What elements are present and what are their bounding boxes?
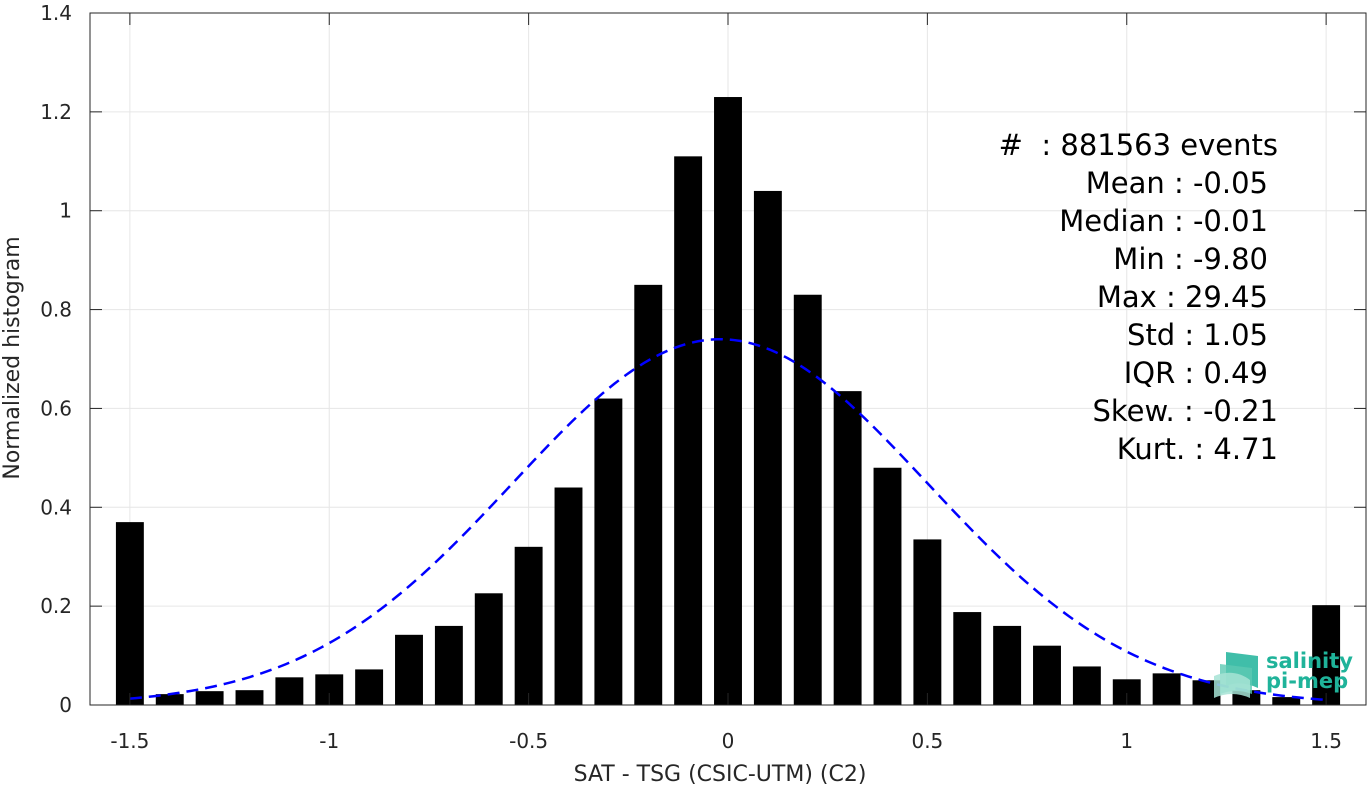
histogram-bar [1272,697,1301,705]
histogram-bar [674,156,703,706]
stat-min: Min : -9.80 [1113,242,1268,276]
y-tick-label: 0.6 [40,396,72,420]
y-tick-label: 1.2 [40,100,72,124]
salinity-pimep-logo: salinity pi-mep [1214,649,1353,698]
stat-max: Max : 29.45 [1097,280,1268,314]
y-tick-label: 0.4 [40,495,72,519]
y-tick-label: 0 [59,693,72,717]
y-tick-labels: 0 0.2 0.4 0.6 0.8 1 1.2 1.4 [40,1,72,717]
histogram-bar [514,546,543,705]
histogram-bar [275,677,304,705]
histogram-bar [474,593,503,705]
histogram-bar [873,467,902,705]
logo-text-pimep: pi-mep [1266,669,1348,693]
axis-ticks [90,12,1366,706]
histogram-bar [395,634,423,705]
histogram-bar [115,522,144,705]
histogram-bar [714,97,742,706]
histogram-bar [833,391,862,705]
stat-skew: Skew. : -0.21 [1092,394,1278,428]
logo-text-salinity: salinity [1266,649,1353,673]
histogram-bar [993,625,1022,705]
histogram-bar [355,669,384,705]
histogram-bar [195,691,224,705]
stat-std: Std : 1.05 [1127,318,1268,352]
x-tick-label: 0.5 [911,729,943,753]
statistics-box: # : 881563 events Mean : -0.05 Median : … [999,128,1278,466]
histogram-bar [1072,666,1101,705]
stat-iqr: IQR : 0.49 [1124,356,1268,390]
histogram-bar [235,690,264,705]
histogram-bar [634,284,663,705]
x-tick-label: 1.5 [1310,729,1342,753]
stat-events: # : 881563 events [999,128,1278,162]
histogram-bar [1312,605,1341,705]
histogram-bar [155,694,184,705]
histogram-bar [554,487,583,705]
x-tick-label: -1.5 [110,729,149,753]
y-tick-label: 1 [59,199,72,223]
histogram-bar [793,294,822,705]
x-tick-label: 0 [722,729,735,753]
histogram-bar [434,625,463,705]
histogram-bar [1033,645,1061,705]
y-axis-label: Normalized histogram [0,236,25,479]
y-tick-label: 1.4 [40,1,72,25]
x-tick-label: -1 [319,729,339,753]
histogram-bar [913,539,942,705]
x-tick-labels: -1.5 -1 -0.5 0 0.5 1 1.5 [110,729,1342,753]
histogram-bars [115,97,1341,706]
stat-mean: Mean : -0.05 [1086,166,1268,200]
x-tick-label: -0.5 [509,729,548,753]
histogram-bar [594,398,623,705]
histogram-bar [953,612,982,705]
x-tick-label: 1 [1120,729,1133,753]
y-tick-label: 0.8 [40,298,72,322]
logo-wave-icon [1214,652,1258,698]
stat-kurt: Kurt. : 4.71 [1117,432,1278,466]
histogram-bar [1152,673,1181,705]
x-axis-label: SAT - TSG (CSIC-UTM) (C2) [574,762,867,785]
y-tick-label: 0.2 [40,594,72,618]
stat-median: Median : -0.01 [1059,204,1268,238]
histogram-bar [753,190,782,705]
